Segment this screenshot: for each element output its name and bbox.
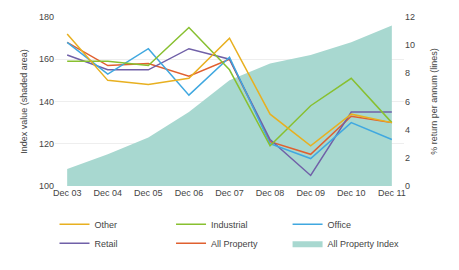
svg-text:100: 100 (39, 181, 54, 191)
svg-text:6: 6 (405, 97, 410, 107)
svg-text:12: 12 (405, 12, 415, 22)
svg-text:160: 160 (39, 54, 54, 64)
svg-text:0: 0 (405, 181, 410, 191)
svg-text:Dec 07: Dec 07 (215, 188, 244, 198)
svg-text:Dec 10: Dec 10 (337, 188, 366, 198)
svg-text:Office: Office (328, 220, 351, 230)
svg-text:120: 120 (39, 139, 54, 149)
svg-text:All Property Index: All Property Index (328, 239, 400, 249)
svg-text:Dec 09: Dec 09 (296, 188, 325, 198)
svg-text:Other: Other (95, 220, 118, 230)
svg-text:Index value (shaded area): Index value (shaded area) (19, 49, 29, 154)
svg-text:% return per annum (lines): % return per annum (lines) (429, 48, 439, 155)
svg-text:Industrial: Industrial (211, 220, 248, 230)
svg-text:2: 2 (405, 153, 410, 163)
svg-text:Dec 11: Dec 11 (378, 188, 406, 198)
svg-text:Dec 08: Dec 08 (256, 188, 285, 198)
svg-text:Dec 04: Dec 04 (93, 188, 122, 198)
svg-text:Dec 05: Dec 05 (134, 188, 163, 198)
svg-text:Dec 06: Dec 06 (175, 188, 204, 198)
svg-text:Dec 03: Dec 03 (53, 188, 82, 198)
svg-text:All Property: All Property (211, 239, 258, 249)
svg-text:Retail: Retail (95, 239, 118, 249)
svg-text:4: 4 (405, 125, 410, 135)
svg-text:8: 8 (405, 68, 410, 78)
svg-text:180: 180 (39, 12, 54, 22)
svg-text:10: 10 (405, 40, 415, 50)
svg-text:140: 140 (39, 97, 54, 107)
